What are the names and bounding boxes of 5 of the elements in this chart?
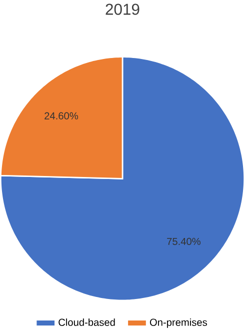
legend-label: Cloud-based <box>58 318 115 326</box>
data-label: 75.40% <box>167 238 201 246</box>
chart-title: 2019 <box>106 4 140 15</box>
data-label: 24.60% <box>44 112 78 120</box>
legend-label: On-premises <box>150 318 208 328</box>
